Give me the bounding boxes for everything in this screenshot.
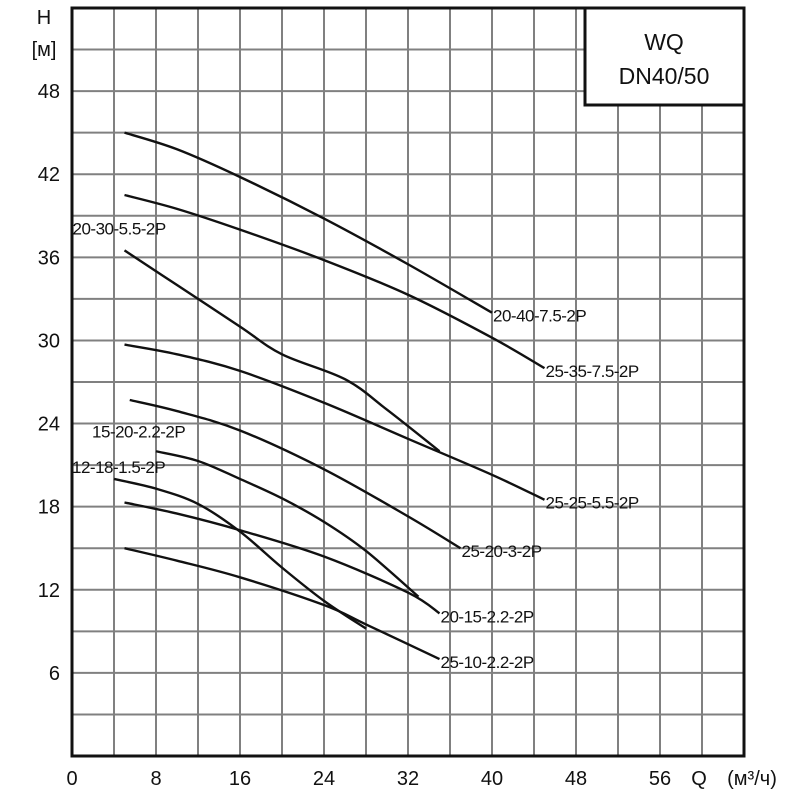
y-tick-label: 24 — [38, 414, 60, 436]
tick-labels: 0 8 16 24 32 40 48 56 6 12 18 24 30 36 42 48 — [38, 81, 671, 790]
y-tick-label: 6 — [49, 663, 60, 685]
y-tick-label: 42 — [38, 164, 60, 186]
curve-25-20-3-2P — [129, 398, 462, 550]
curve-label: 20-15-2.2-2P — [441, 607, 534, 626]
x-tick-label: 56 — [649, 768, 671, 790]
y-tick-label: 30 — [38, 330, 60, 352]
x-axis-symbol: Q — [691, 768, 707, 790]
x-tick-label: 8 — [150, 768, 161, 790]
curves — [113, 131, 546, 661]
y-tick-label: 36 — [38, 247, 60, 269]
y-tick-label: 12 — [38, 580, 60, 602]
grid — [72, 8, 744, 756]
curve-label: 25-10-2.2-2P — [441, 653, 534, 672]
y-axis-unit: [м] — [32, 39, 57, 61]
curve-20-30-5.5-2P — [123, 249, 441, 453]
legend-frame — [583, 6, 746, 107]
curve-25-10-2.2-2P — [124, 547, 441, 661]
legend-box: WQ DN40/50 — [583, 6, 746, 107]
y-tick-label: 18 — [38, 497, 60, 519]
x-tick-label: 16 — [229, 768, 251, 790]
curve-labels: 20-40-7.5-2P 25-35-7.5-2P 20-30-5.5-2P 25-2… — [72, 219, 639, 672]
curve-label: 25-35-7.5-2P — [546, 362, 639, 381]
legend-line1: WQ — [644, 29, 684, 55]
y-tick-label: 48 — [38, 81, 60, 103]
curve-label: 25-25-5.5-2P — [546, 494, 639, 513]
curve-20-40-7.5-2P — [124, 131, 493, 314]
curve-20-15-2.2-2P — [124, 501, 441, 615]
curve-12-18-1.5-2P — [113, 477, 367, 630]
x-tick-label: 40 — [481, 768, 503, 790]
x-axis-unit: (м³/ч) — [727, 768, 777, 790]
y-axis-symbol: H — [37, 7, 51, 29]
curve-label: 20-30-5.5-2P — [73, 219, 166, 238]
x-tick-label: 48 — [565, 768, 587, 790]
x-tick-label: 0 — [66, 768, 77, 790]
curve-15-20-2.2-2P — [155, 450, 420, 598]
curve-label: 25-20-3-2P — [462, 542, 542, 561]
curve-label: 20-40-7.5-2P — [493, 307, 586, 326]
curve-label: 12-18-1.5-2P — [72, 458, 165, 477]
curve-label: 15-20-2.2-2P — [92, 422, 185, 441]
legend-line2: DN40/50 — [619, 63, 710, 89]
curve-25-35-7.5-2P — [124, 193, 546, 370]
x-tick-label: 24 — [313, 768, 335, 790]
plot-frame — [70, 6, 746, 758]
x-tick-label: 32 — [397, 768, 419, 790]
curve-25-25-5.5-2P — [124, 343, 546, 501]
